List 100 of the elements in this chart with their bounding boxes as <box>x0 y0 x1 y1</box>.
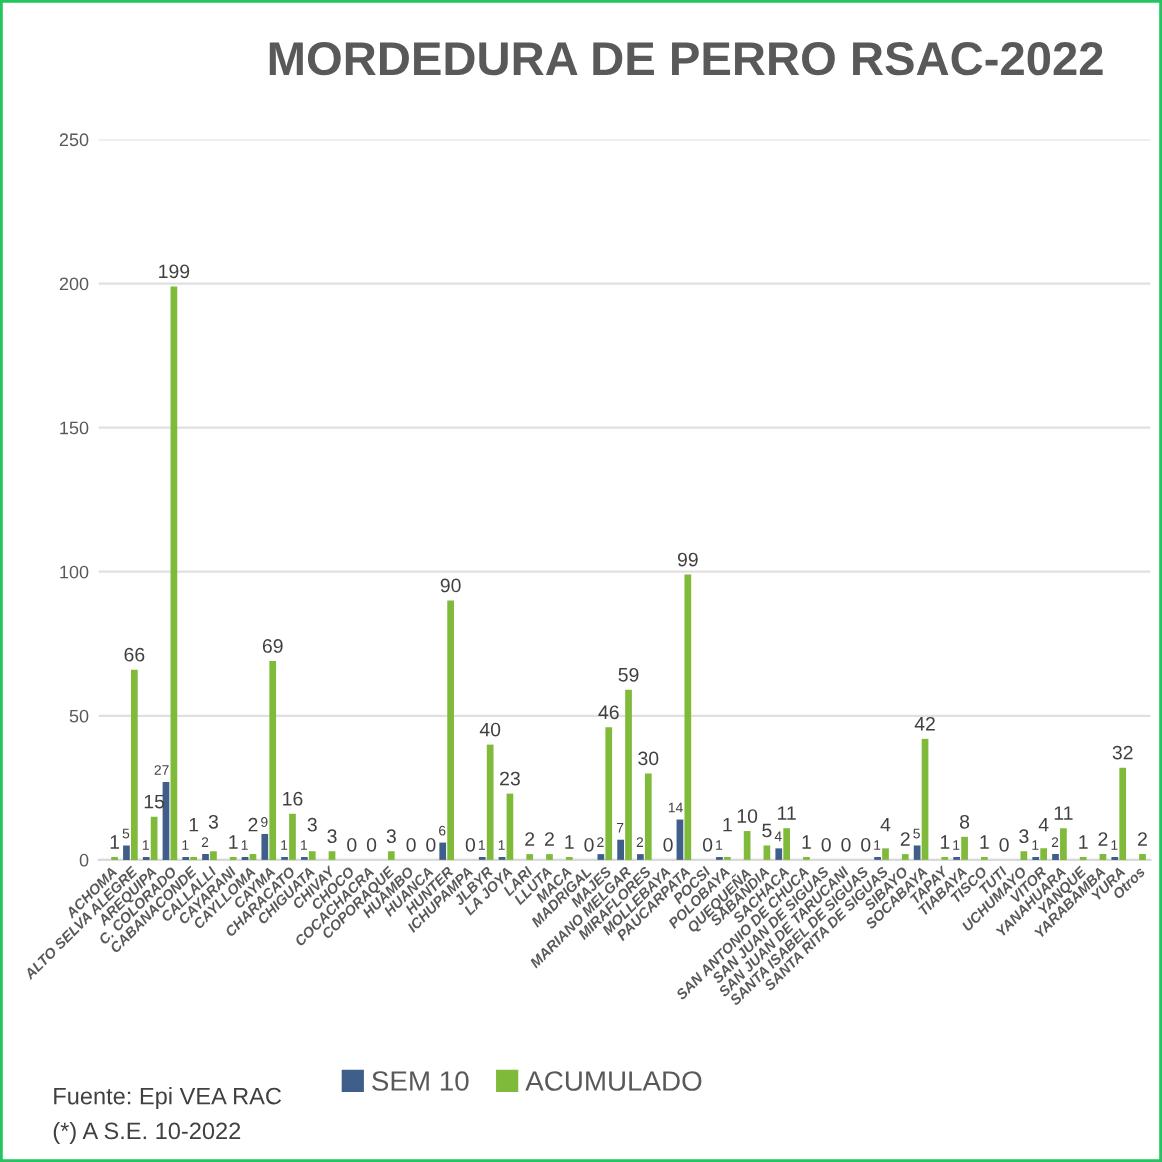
data-label: 2 <box>900 832 910 846</box>
bar <box>783 828 791 860</box>
data-label: 0 <box>861 837 871 852</box>
bar <box>605 727 613 860</box>
bar <box>308 851 316 860</box>
bar <box>597 854 605 860</box>
data-label: 3 <box>208 814 218 829</box>
data-label: 5 <box>762 823 772 838</box>
bar <box>447 600 454 860</box>
bar <box>901 854 909 860</box>
bar <box>961 836 968 860</box>
bar <box>130 669 138 860</box>
bar <box>249 854 257 860</box>
data-label: 69 <box>262 639 283 653</box>
data-label: 16 <box>283 791 303 806</box>
bar <box>387 851 395 860</box>
data-label: 0 <box>406 837 416 852</box>
data-label: 1 <box>565 835 574 849</box>
data-label: 2 <box>248 817 258 832</box>
data-label: 1 <box>802 835 811 849</box>
bar <box>526 854 534 860</box>
data-label: 199 <box>159 264 190 279</box>
data-label: 3 <box>386 829 396 844</box>
data-label: 11 <box>1054 806 1073 820</box>
bar <box>210 851 217 860</box>
bar <box>328 851 336 860</box>
text: (*) A S.E. 10-2022 <box>53 1121 241 1144</box>
data-label: 0 <box>584 837 594 852</box>
data-label: 0 <box>347 837 357 852</box>
bar <box>882 848 889 860</box>
data-label: 10 <box>737 809 758 823</box>
bar <box>439 842 447 860</box>
bar <box>1040 848 1047 860</box>
data-label: 40 <box>479 722 501 737</box>
bar <box>637 854 644 860</box>
bar <box>486 744 494 860</box>
data-label: 1 <box>1079 835 1088 849</box>
data-label: 0 <box>465 837 476 852</box>
data-label: 2 <box>545 832 554 846</box>
y-tick-label: 250 <box>59 133 89 147</box>
data-label: 3 <box>307 817 317 832</box>
bar <box>1119 767 1127 860</box>
data-label: 1 <box>110 835 120 849</box>
bar <box>644 773 652 860</box>
bar <box>625 689 632 860</box>
bar <box>684 574 692 860</box>
bar <box>1099 854 1107 860</box>
data-label: 90 <box>440 578 461 593</box>
bar <box>1060 828 1067 860</box>
bar <box>1139 854 1146 860</box>
data-label: 8 <box>960 814 970 829</box>
bar <box>1052 854 1059 860</box>
data-label: 59 <box>618 667 639 682</box>
bar <box>1020 851 1028 860</box>
bar <box>913 845 921 860</box>
data-label: 42 <box>914 716 935 731</box>
y-tick-label: 150 <box>60 421 89 435</box>
data-label: 1 <box>189 817 199 832</box>
data-label: 0 <box>366 837 377 852</box>
y-tick-label: 100 <box>60 565 89 579</box>
source-note: Fuente: Epi VEA RAC <box>54 1087 282 1110</box>
bar <box>289 813 296 860</box>
y-tick-label: 50 <box>69 709 89 723</box>
data-label: 0 <box>841 837 851 852</box>
data-label: 0 <box>702 837 713 852</box>
y-tick-label: 200 <box>59 277 89 291</box>
bar <box>743 831 751 860</box>
bar <box>261 833 269 860</box>
data-label: 46 <box>598 705 619 720</box>
data-label: 3 <box>1019 829 1029 844</box>
data-label: 11 <box>778 806 796 820</box>
data-label: 0 <box>663 837 673 852</box>
data-label: 66 <box>124 647 145 662</box>
data-label: 30 <box>638 751 659 766</box>
data-label: 23 <box>500 771 520 786</box>
bar <box>763 845 771 860</box>
data-label: 0 <box>821 837 831 852</box>
data-label: 0 <box>426 837 436 852</box>
legend-label: ACUMULADO <box>525 1071 702 1091</box>
data-label: 2 <box>525 832 535 846</box>
bar <box>775 848 783 860</box>
data-label: 99 <box>677 552 698 567</box>
data-label: 1 <box>229 835 238 849</box>
data-label: 1 <box>723 817 732 832</box>
data-label: 1 <box>980 835 989 849</box>
data-label: 1 <box>940 835 950 849</box>
legend-label: SEM 10 <box>372 1071 469 1091</box>
data-label: 4 <box>1038 817 1049 832</box>
bar <box>202 854 209 860</box>
bar <box>269 661 277 860</box>
y-tick-label: 0 <box>79 853 89 867</box>
data-label: 4 <box>880 817 891 832</box>
data-label: 2 <box>1098 832 1108 846</box>
data-label: 3 <box>327 829 337 844</box>
data-label: 2 <box>1138 832 1147 846</box>
chart-title: MORDEDURA DE PERRO RSAC-2022 <box>269 41 1103 76</box>
bar <box>546 854 553 860</box>
data-label: 32 <box>1112 745 1133 760</box>
bar <box>617 839 624 860</box>
bar <box>123 845 130 860</box>
